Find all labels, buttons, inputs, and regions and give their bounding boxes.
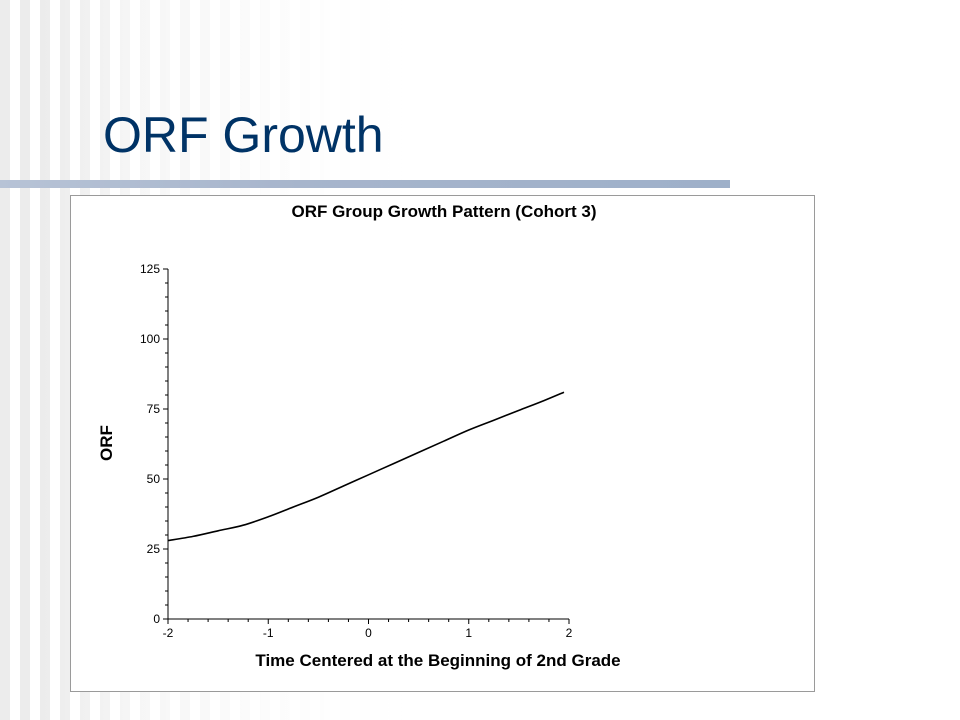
y-tick-label: 0: [153, 612, 160, 626]
y-tick-label: 25: [147, 542, 161, 556]
y-tick-label: 100: [140, 332, 160, 346]
chart-series: [167, 391, 565, 542]
growth-chart: ORF Group Growth Pattern (Cohort 3) Time…: [97, 202, 621, 670]
y-tick-label: 50: [147, 472, 161, 486]
slide-title: ORF Growth: [103, 107, 384, 163]
y-tick-label: 75: [147, 402, 161, 416]
y-axis-label: ORF: [97, 425, 116, 461]
x-tick-label: 2: [566, 626, 573, 640]
x-tick-label: 1: [465, 626, 472, 640]
x-tick-label: 0: [365, 626, 372, 640]
chart-axes: [167, 269, 569, 620]
x-tick-label: -2: [163, 626, 174, 640]
x-axis-label: Time Centered at the Beginning of 2nd Gr…: [255, 651, 620, 670]
orf-growth-line: [167, 391, 565, 542]
chart-frame: ORF Group Growth Pattern (Cohort 3) Time…: [70, 195, 815, 692]
title-underline-bar: [0, 180, 730, 188]
y-tick-label: 125: [140, 262, 160, 276]
chart-ticks: 0 25 50 75 100 125 -2 -1 0 1 2: [140, 262, 573, 640]
chart-title: ORF Group Growth Pattern (Cohort 3): [291, 202, 596, 221]
x-tick-label: -1: [263, 626, 274, 640]
